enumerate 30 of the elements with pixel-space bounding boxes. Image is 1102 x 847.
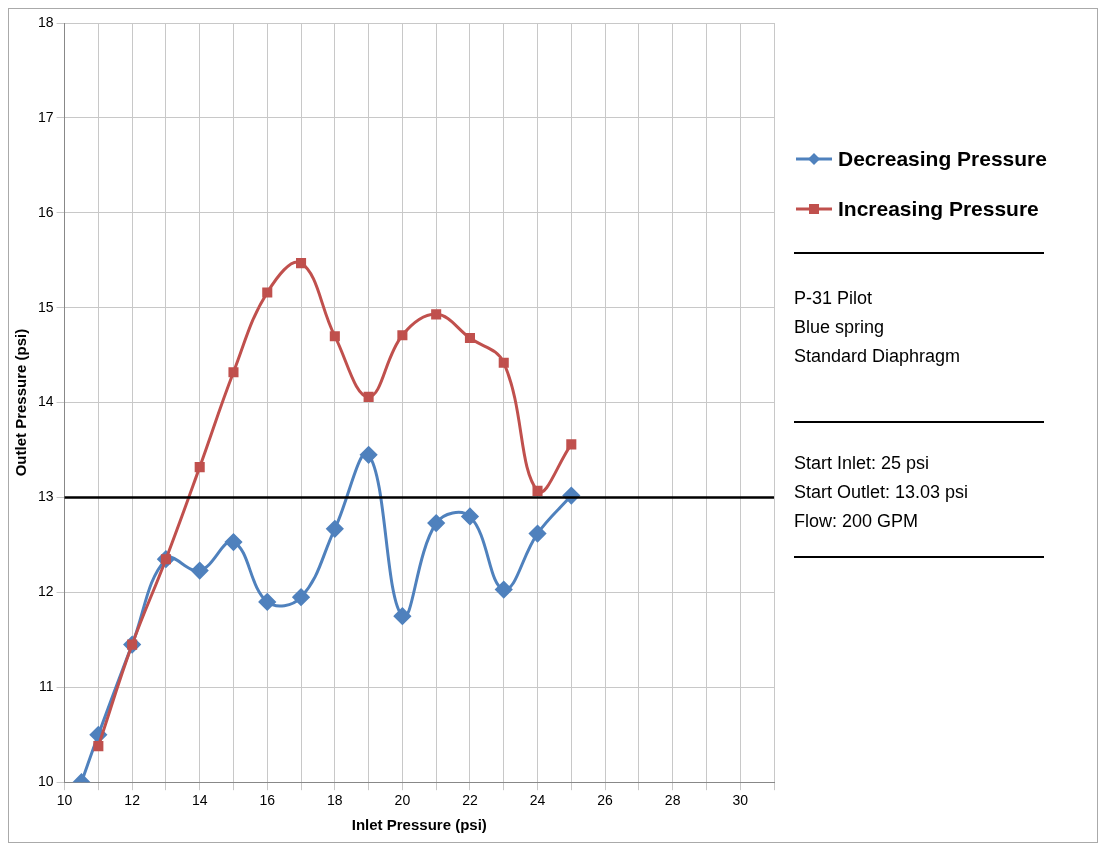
x-tick-label: 24 [529, 792, 546, 809]
x-tick-label: 10 [56, 792, 73, 809]
y-tick-label: 16 [37, 203, 54, 220]
text: Blue spring [794, 316, 886, 339]
y-tick-label: 18 [37, 13, 54, 30]
y-tick-label: 12 [37, 583, 54, 600]
text: Start Inlet: 25 psi [794, 452, 931, 475]
x-tick-label: 12 [124, 792, 141, 809]
y-tick-label: 10 [37, 773, 54, 790]
text: P-31 Pilot [794, 287, 874, 310]
text: Start Outlet: 13.03 psi [794, 481, 970, 504]
y-tick-label: 14 [37, 393, 54, 410]
x-tick-label: 18 [327, 792, 343, 809]
y-tick-label: 17 [37, 108, 54, 125]
x-tick-label: 16 [259, 792, 276, 809]
text: Standard Diaphragm [794, 345, 962, 368]
y-axis-title: Outlet Pressure (psi) [12, 328, 30, 477]
x-tick-label: 14 [191, 792, 208, 809]
text: Flow: 200 GPM [794, 510, 920, 533]
legend-label: Decreasing Pressure [838, 147, 1047, 171]
x-tick-label: 26 [597, 792, 614, 809]
y-tick-label: 15 [37, 298, 54, 315]
x-tick-label: 28 [664, 792, 681, 809]
x-tick-label: 22 [462, 792, 478, 809]
y-tick-label: 11 [39, 678, 54, 695]
x-axis-title: Inlet Pressure (psi) [351, 816, 487, 834]
y-tick-label: 13 [37, 488, 54, 505]
x-tick-label: 30 [732, 792, 749, 809]
x-tick-label: 20 [394, 792, 411, 809]
legend-label: Increasing Pressure [838, 197, 1039, 221]
